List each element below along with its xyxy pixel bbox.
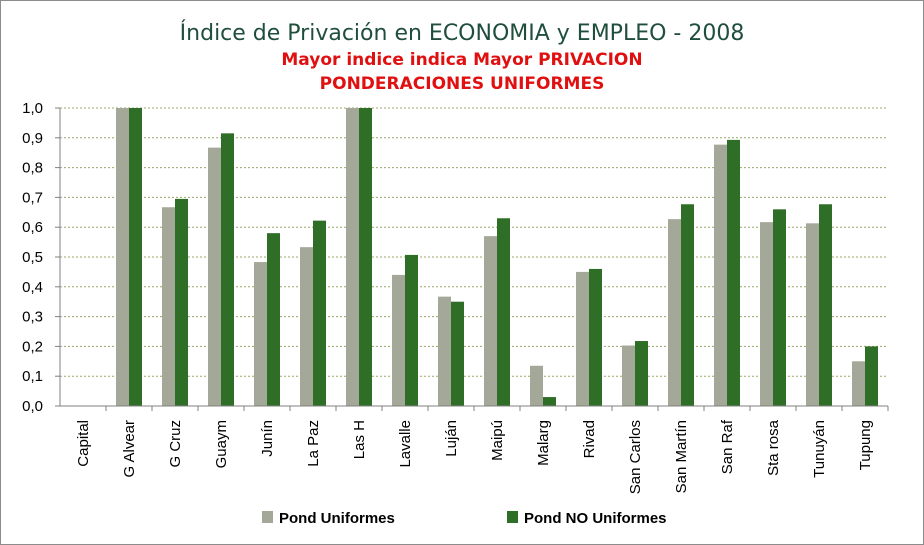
bar-pond-no-uniformes [267, 233, 280, 406]
bar-pond-uniformes [438, 296, 451, 406]
x-tick-label: San Carlos [627, 420, 644, 494]
legend-label: Pond Uniformes [279, 510, 395, 527]
y-tick-label: 0,6 [22, 219, 43, 236]
bar-pond-no-uniformes [405, 254, 418, 406]
x-tick-label: Lavalle [397, 420, 414, 468]
y-axis-ticks: 0,0 0,1 0,2 0,3 0,4 0,5 0,6 0,7 0,8 0,9 1,0 [22, 100, 60, 415]
bar-pond-uniformes [484, 236, 497, 406]
x-tick-label: San Raf [719, 419, 736, 474]
bar-pond-uniformes [530, 365, 543, 406]
y-tick-label: 0,7 [22, 189, 43, 206]
x-tick-label: Maipú [489, 420, 506, 461]
bar-pond-no-uniformes [727, 139, 740, 407]
bar-pond-no-uniformes [175, 198, 188, 406]
y-tick-label: 0,0 [22, 398, 43, 415]
chart-title: Índice de Privación en ECONOMIA y EMPLEO… [180, 20, 745, 46]
chart-subtitle-line-2: PONDERACIONES UNIFORMES [320, 74, 605, 94]
bar-pond-uniformes [116, 108, 129, 406]
bar-pond-uniformes [760, 222, 773, 406]
x-tick-label: Sta rosa [765, 419, 782, 476]
bar-pond-uniformes [852, 361, 865, 406]
x-tick-label: G Alvear [121, 420, 138, 478]
bar-pond-no-uniformes [129, 108, 142, 406]
x-tick-label: Las H [351, 420, 368, 459]
legend-swatch [507, 511, 518, 523]
bar-pond-no-uniformes [451, 301, 464, 406]
bar-pond-uniformes [162, 207, 175, 406]
chart-subtitle-line-1: Mayor indice indica Mayor PRIVACION [281, 50, 642, 70]
bar-pond-uniformes [806, 223, 819, 406]
bar-pond-uniformes [668, 219, 681, 406]
y-tick-label: 0,8 [22, 160, 43, 177]
bar-pond-uniformes [622, 345, 635, 406]
bar-pond-no-uniformes [865, 346, 878, 406]
bar-pond-uniformes [714, 144, 727, 407]
y-tick-label: 0,3 [22, 309, 43, 326]
x-tick-label: Luján [443, 420, 460, 457]
legend-swatch [262, 511, 273, 523]
x-tick-label: Junín [259, 420, 276, 457]
x-tick-label: San Martín [673, 420, 690, 493]
x-tick-label: Malarg [535, 420, 552, 466]
x-tick-label: Tunuyán [811, 420, 828, 478]
y-tick-label: 0,1 [22, 368, 43, 385]
x-tick-label: Capital [75, 420, 92, 467]
bar-pond-no-uniformes [497, 218, 510, 406]
bar-pond-no-uniformes [681, 204, 694, 406]
bar-pond-no-uniformes [589, 268, 602, 406]
x-axis-ticks: Capital G Alvear G Cruz Guaym Junín La Paz Las… [75, 406, 889, 494]
bar-pond-uniformes [576, 271, 589, 406]
y-tick-label: 1,0 [22, 100, 43, 117]
x-tick-label: Guaym [213, 420, 230, 468]
bar-pond-no-uniformes [773, 209, 786, 406]
bar-pond-uniformes [208, 147, 221, 406]
bar-pond-no-uniformes [313, 220, 326, 406]
bar-pond-uniformes [300, 247, 313, 406]
x-tick-label: Tupung [857, 420, 874, 470]
bars [116, 108, 878, 407]
bar-pond-no-uniformes [635, 341, 648, 406]
legend-label: Pond NO Uniformes [524, 510, 667, 527]
y-tick-label: 0,9 [22, 130, 43, 147]
bar-pond-uniformes [392, 274, 405, 406]
x-tick-label: La Paz [305, 420, 322, 467]
gridlines [60, 107, 888, 377]
bar-pond-no-uniformes [221, 133, 234, 406]
x-tick-label: Rivad [581, 420, 598, 458]
bar-pond-uniformes [346, 108, 359, 406]
legend: Pond Uniformes Pond NO Uniformes [262, 510, 667, 527]
y-tick-label: 0,5 [22, 249, 43, 266]
y-tick-label: 0,2 [22, 338, 43, 355]
x-tick-label: G Cruz [167, 420, 184, 468]
y-tick-label: 0,4 [22, 279, 43, 296]
bar-pond-no-uniformes [543, 397, 556, 406]
bar-pond-no-uniformes [359, 108, 372, 406]
bar-pond-uniformes [254, 262, 267, 406]
bar-pond-no-uniformes [819, 204, 832, 406]
